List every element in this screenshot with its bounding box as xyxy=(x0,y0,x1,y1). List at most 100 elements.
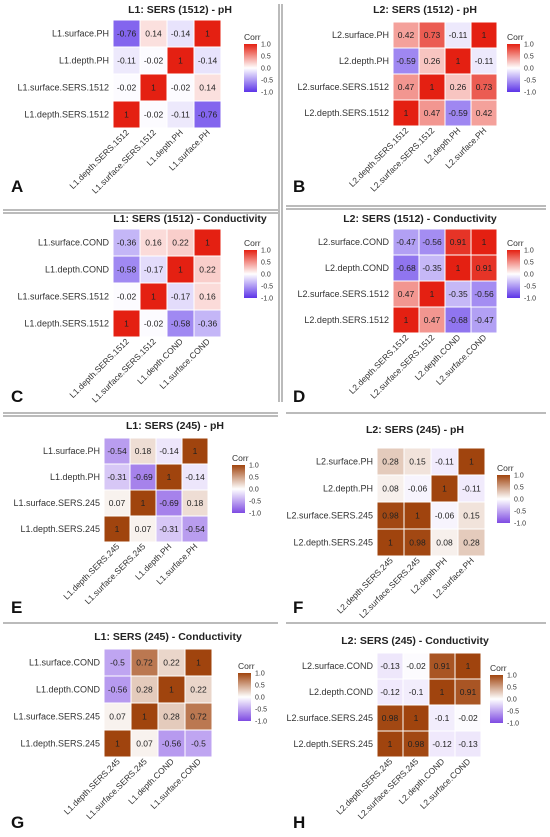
cell-value-label: -0.02 xyxy=(458,713,478,723)
cell-value-label: -0.68 xyxy=(396,263,416,273)
cell-value-label: 0.22 xyxy=(163,658,180,668)
cell-value-label: -0.1 xyxy=(409,687,424,697)
legend-tick-label: 1.0 xyxy=(255,671,265,678)
cell-value-label: 0.73 xyxy=(476,82,493,92)
row-label: L1.depth.COND xyxy=(36,685,101,695)
cell-value-label: -0.36 xyxy=(198,319,218,329)
legend-tick-label: 0.0 xyxy=(507,697,517,704)
cell-value-label: -0.11 xyxy=(117,56,136,66)
cell-value-label: -0.12 xyxy=(380,687,400,697)
row-label: L1.surface.COND xyxy=(38,238,110,248)
row-label: L1.depth.SERS.1512 xyxy=(24,110,109,120)
legend-tick-label: -0.5 xyxy=(514,509,526,516)
cell-value-label: 1 xyxy=(430,82,435,92)
cell-value-label: -0.58 xyxy=(171,319,191,329)
legend-tick-label: 0.0 xyxy=(255,695,265,702)
cell-value-label: -0.54 xyxy=(107,446,127,456)
legend-tick-label: -0.5 xyxy=(261,78,273,85)
cell-value-label: 1 xyxy=(415,511,420,521)
cell-value-label: -0.14 xyxy=(171,29,191,39)
row-label: L2.depth.PH xyxy=(323,484,373,494)
cell-value-label: 1 xyxy=(442,484,447,494)
heatmap-cell xyxy=(470,306,498,334)
cell-value-label: -0.13 xyxy=(458,739,478,749)
cell-value-label: -0.02 xyxy=(406,661,426,671)
heatmap-cell xyxy=(184,648,213,677)
cell-value-label: 1 xyxy=(142,712,147,722)
panel-title: L1: SERS (1512) - pH xyxy=(128,4,232,16)
panel-letter: C xyxy=(11,387,23,406)
legend-tick-label: 1.0 xyxy=(524,42,534,49)
legend-tick-label: -1.0 xyxy=(249,511,261,518)
cell-value-label: 0.15 xyxy=(463,511,480,521)
cell-value-label: -0.76 xyxy=(198,110,218,120)
legend-tick-label: 1.0 xyxy=(524,248,534,255)
cell-value-label: -0.06 xyxy=(408,484,428,494)
cell-value-label: -0.13 xyxy=(380,661,400,671)
cell-value-label: 1 xyxy=(388,538,393,548)
heatmap-cell xyxy=(157,648,186,677)
cell-value-label: -0.59 xyxy=(396,56,416,66)
row-label: L2.depth.SERS.245 xyxy=(293,739,373,749)
heatmap-cell xyxy=(155,515,183,543)
panel-letter: F xyxy=(293,598,303,617)
legend-colorbar xyxy=(238,673,251,721)
legend-tick-label: -1.0 xyxy=(524,90,536,97)
row-label: L2.depth.COND xyxy=(325,263,390,273)
panel-title: L2: SERS (245) - pH xyxy=(366,424,464,436)
heatmap-cell xyxy=(403,501,432,530)
cell-value-label: 0.28 xyxy=(136,685,153,695)
legend-tick-label: 1.0 xyxy=(507,673,517,680)
cell-value-label: -0.68 xyxy=(448,315,468,325)
heatmap-cell xyxy=(402,652,430,680)
cell-value-label: -0.31 xyxy=(107,472,127,482)
cell-value-label: -0.17 xyxy=(144,265,164,275)
heatmap-cell xyxy=(129,463,157,491)
cell-value-label: 1 xyxy=(440,687,445,697)
heatmap-cell xyxy=(470,228,498,256)
heatmap-cell xyxy=(112,255,141,284)
legend-tick-label: -0.5 xyxy=(524,284,536,291)
heatmap-cell xyxy=(403,447,432,476)
row-label: L2.surface.COND xyxy=(302,661,374,671)
heatmap-cell xyxy=(112,228,141,257)
heatmap-cell xyxy=(166,282,195,311)
legend-tick-label: -0.5 xyxy=(249,499,261,506)
cell-value-label: 0.98 xyxy=(409,538,426,548)
heatmap-cell xyxy=(139,282,168,311)
heatmap-cell xyxy=(103,648,132,677)
heatmap-cell xyxy=(392,254,420,282)
panel-letter: B xyxy=(293,177,305,196)
legend-title: Corr xyxy=(497,463,514,473)
cell-value-label: 1 xyxy=(124,319,129,329)
heatmap-cell xyxy=(457,501,486,530)
cell-value-label: 0.22 xyxy=(172,238,189,248)
heatmap-cell xyxy=(193,309,222,338)
cell-value-label: 0.26 xyxy=(450,82,467,92)
row-label: L1.surface.PH xyxy=(43,446,100,456)
row-label: L1.depth.PH xyxy=(50,472,100,482)
row-label: L1.depth.SERS.245 xyxy=(20,524,100,534)
cell-value-label: -0.11 xyxy=(449,30,468,40)
row-label: L1.depth.SERS.245 xyxy=(20,739,100,749)
cell-value-label: -0.69 xyxy=(133,472,153,482)
heatmap-cell xyxy=(444,99,472,127)
legend-tick-label: 0.5 xyxy=(261,54,271,61)
cell-value-label: 0.47 xyxy=(424,315,441,325)
legend-tick-label: 1.0 xyxy=(249,463,259,470)
cell-value-label: 1 xyxy=(456,263,461,273)
heatmap-cell xyxy=(112,46,141,75)
heatmap-cell xyxy=(444,306,472,334)
legend-tick-label: -0.5 xyxy=(524,78,536,85)
heatmap-cell xyxy=(457,528,486,557)
cell-value-label: -0.02 xyxy=(144,110,164,120)
heatmap-cell xyxy=(184,729,213,758)
panel-letter: H xyxy=(293,813,305,832)
row-label: L1.surface.SERS.1512 xyxy=(17,83,109,93)
cell-value-label: -0.14 xyxy=(185,472,205,482)
cell-value-label: 0.28 xyxy=(163,712,180,722)
cell-value-label: 0.08 xyxy=(436,538,453,548)
panel-letter: D xyxy=(293,387,305,406)
legend-colorbar xyxy=(244,250,257,298)
row-label: L2.surface.PH xyxy=(316,457,373,467)
